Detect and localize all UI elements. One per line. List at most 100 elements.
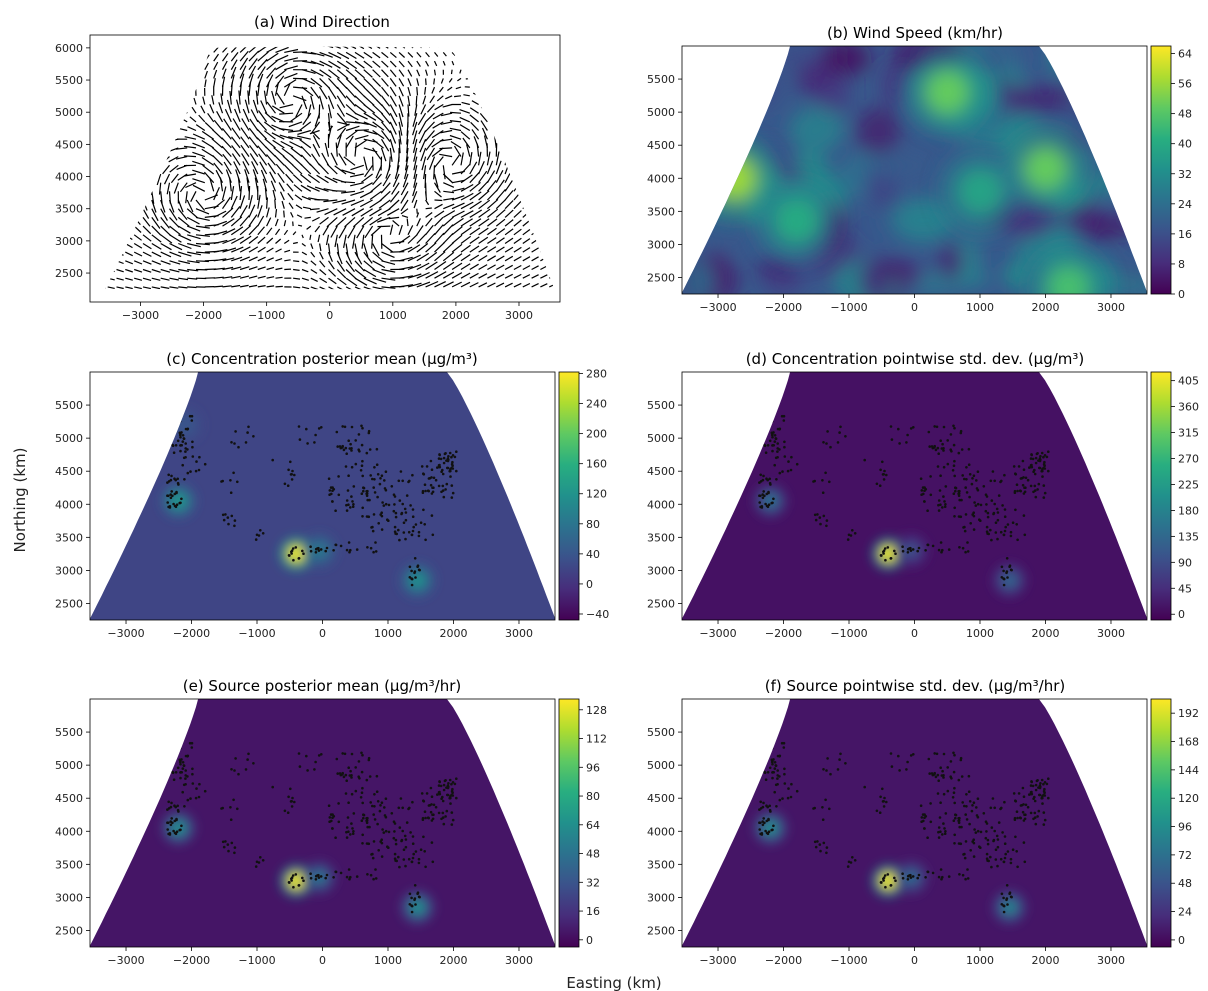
wind-arrow: [352, 234, 356, 249]
station-point: [394, 511, 398, 515]
station-point: [768, 439, 772, 443]
wind-arrow: [522, 49, 528, 53]
wind-arrow: [319, 77, 331, 89]
wind-arrow: [434, 203, 443, 210]
wind-arrow: [425, 224, 434, 236]
wind-arrow: [345, 46, 357, 50]
wind-arrow: [345, 243, 349, 257]
wind-arrow: [360, 199, 373, 208]
wind-arrow: [380, 147, 387, 162]
station-point: [946, 462, 950, 466]
wind-arrow: [221, 137, 232, 149]
wind-arrow: [531, 123, 535, 131]
station-point: [233, 442, 236, 445]
wind-arrow: [347, 225, 356, 239]
wind-arrow: [133, 121, 138, 126]
station-point: [965, 466, 968, 469]
wind-arrow: [177, 225, 191, 234]
wind-arrow: [495, 189, 506, 201]
wind-arrow: [301, 60, 316, 65]
wind-arrow: [310, 46, 325, 47]
station-point: [302, 552, 305, 555]
wind-arrow: [434, 281, 446, 288]
station-point: [290, 800, 294, 803]
station-point: [836, 768, 840, 771]
wind-arrow: [478, 208, 491, 218]
station-point: [839, 752, 842, 756]
wind-arrow: [327, 113, 331, 128]
wind-arrow: [248, 284, 258, 288]
wind-arrow: [116, 234, 124, 240]
wind-arrow: [504, 282, 513, 288]
station-point: [923, 813, 926, 816]
station-point: [429, 786, 433, 790]
station-point: [966, 868, 969, 871]
station-point: [1008, 891, 1012, 894]
station-point: [982, 812, 986, 815]
station-point: [289, 460, 292, 464]
wind-arrow: [160, 260, 171, 265]
wind-arrow: [469, 107, 479, 114]
colorbar-ramp: [1150, 371, 1172, 621]
station-point: [881, 460, 884, 464]
station-point: [768, 804, 771, 808]
station-point: [1034, 822, 1038, 826]
wind-arrow: [266, 247, 274, 253]
colorbar-tick-label: 360: [1178, 401, 1199, 414]
station-point: [411, 856, 415, 860]
station-point: [411, 508, 415, 511]
wind-arrow: [496, 43, 500, 44]
station-point: [978, 518, 981, 521]
wind-arrow: [124, 216, 132, 224]
wind-arrow: [249, 295, 257, 296]
wind-arrow: [504, 65, 508, 71]
station-point: [1022, 803, 1025, 806]
station-point: [882, 549, 886, 552]
wind-arrow: [190, 191, 197, 202]
station-point: [972, 855, 976, 858]
wind-arrow: [492, 98, 497, 105]
station-point: [984, 836, 988, 840]
wind-arrow: [178, 242, 192, 250]
wind-arrow: [354, 51, 365, 59]
wind-arrow: [336, 277, 347, 286]
wind-arrow: [147, 156, 153, 165]
wind-arrow: [495, 179, 505, 192]
station-point: [760, 833, 764, 836]
hotspot: [287, 544, 306, 563]
station-point: [966, 550, 970, 553]
station-point: [203, 462, 207, 466]
station-point: [771, 444, 775, 447]
station-point: [916, 876, 919, 880]
wind-arrow: [548, 185, 555, 192]
wind-arrow: [185, 191, 188, 204]
station-point: [345, 830, 348, 834]
wind-arrow: [496, 264, 505, 271]
station-point: [926, 870, 930, 874]
wind-arrow: [522, 74, 526, 79]
station-point: [778, 428, 781, 431]
wind-arrow: [431, 86, 436, 94]
wind-arrow: [548, 141, 554, 149]
station-point: [997, 494, 1001, 497]
wind-arrow: [540, 238, 548, 245]
wind-arrow: [522, 229, 531, 236]
station-point: [179, 444, 183, 447]
station-point: [451, 491, 455, 495]
station-point: [1015, 483, 1019, 487]
station-point: [1042, 466, 1045, 470]
station-point: [979, 830, 983, 834]
wind-arrow: [345, 95, 356, 107]
heatmap-background: [682, 699, 1147, 947]
station-point: [441, 795, 444, 799]
x-tick-label: 1000: [374, 954, 402, 967]
x-tick-label: 1000: [966, 627, 994, 640]
station-point: [173, 504, 177, 508]
hotspot: [1023, 146, 1068, 191]
station-point: [298, 765, 302, 768]
station-point: [1022, 514, 1026, 517]
station-point: [951, 469, 955, 472]
station-point: [418, 568, 421, 572]
station-point: [423, 850, 427, 853]
wind-arrow: [503, 90, 506, 96]
